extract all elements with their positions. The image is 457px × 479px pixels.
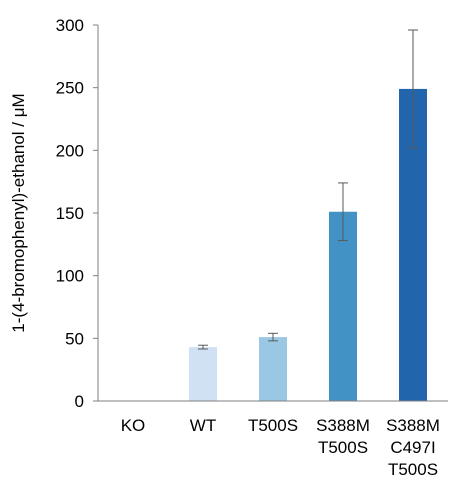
y-axis-title: 1-(4-bromophenyl)-ethanol / μM [9, 93, 28, 332]
y-tick-label: 100 [56, 267, 84, 286]
x-tick-label: C497I [390, 438, 435, 457]
x-tick-label: WT [190, 416, 216, 435]
bar [329, 211, 357, 401]
error-bars-group [198, 29, 418, 350]
bar [189, 347, 217, 401]
bars-group [189, 88, 427, 402]
y-tick-label: 300 [56, 16, 84, 35]
x-tick-label: S388M [316, 416, 370, 435]
y-tick-label: 50 [65, 329, 84, 348]
y-axis-title-group: 1-(4-bromophenyl)-ethanol / μM [9, 93, 28, 332]
x-tick-label: T500S [248, 416, 298, 435]
y-tick-label: 200 [56, 141, 84, 160]
x-tick-label: KO [121, 416, 146, 435]
y-tick-label: 150 [56, 204, 84, 223]
y-tick-label: 0 [75, 392, 84, 411]
bar [259, 337, 287, 401]
x-axis: KO WT T500S S388M T500S S388M C497I T500S [98, 400, 448, 479]
x-tick-label: T500S [318, 438, 368, 457]
y-tick-label: 250 [56, 79, 84, 98]
y-axis: 0 50 100 150 200 250 300 [56, 16, 99, 411]
x-tick-label: S388M [386, 416, 440, 435]
x-tick-label: T500S [388, 460, 438, 479]
